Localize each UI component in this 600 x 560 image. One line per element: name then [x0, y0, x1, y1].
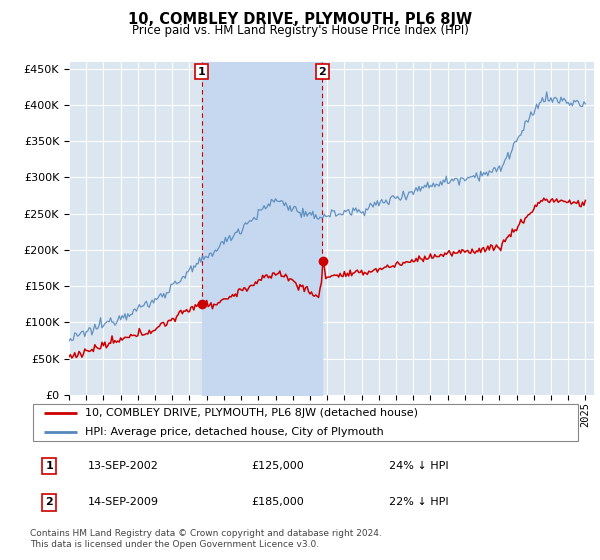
Text: 24% ↓ HPI: 24% ↓ HPI: [389, 461, 448, 471]
Text: HPI: Average price, detached house, City of Plymouth: HPI: Average price, detached house, City…: [85, 427, 384, 437]
FancyBboxPatch shape: [33, 404, 578, 441]
Text: Price paid vs. HM Land Registry's House Price Index (HPI): Price paid vs. HM Land Registry's House …: [131, 24, 469, 36]
Text: £185,000: £185,000: [251, 497, 304, 507]
Text: 14-SEP-2009: 14-SEP-2009: [88, 497, 159, 507]
Text: 10, COMBLEY DRIVE, PLYMOUTH, PL6 8JW (detached house): 10, COMBLEY DRIVE, PLYMOUTH, PL6 8JW (de…: [85, 408, 418, 418]
Text: 1: 1: [46, 461, 53, 471]
Text: £125,000: £125,000: [251, 461, 304, 471]
Text: 10, COMBLEY DRIVE, PLYMOUTH, PL6 8JW: 10, COMBLEY DRIVE, PLYMOUTH, PL6 8JW: [128, 12, 472, 27]
Text: 2: 2: [319, 67, 326, 77]
Text: Contains HM Land Registry data © Crown copyright and database right 2024.
This d: Contains HM Land Registry data © Crown c…: [30, 529, 382, 549]
Text: 22% ↓ HPI: 22% ↓ HPI: [389, 497, 448, 507]
Text: 1: 1: [198, 67, 206, 77]
Text: 13-SEP-2002: 13-SEP-2002: [88, 461, 159, 471]
Text: 2: 2: [46, 497, 53, 507]
